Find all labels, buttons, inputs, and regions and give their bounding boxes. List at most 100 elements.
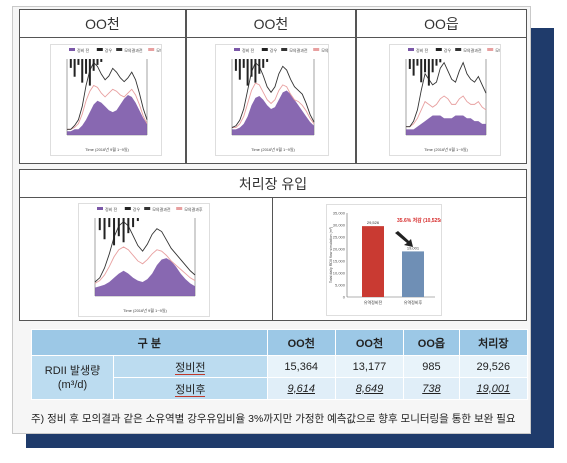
bar bbox=[362, 226, 384, 297]
cell-value: 13,177 bbox=[334, 355, 405, 378]
x-axis-label: Time (2016년 9월 1~9일) bbox=[424, 146, 468, 152]
rain-bar bbox=[127, 218, 130, 234]
cell-value: 738 bbox=[403, 377, 460, 400]
rain-bar bbox=[103, 218, 106, 240]
cell-value: 9,614 bbox=[266, 377, 336, 400]
header-col-1: OO천 bbox=[266, 329, 336, 356]
legend-entry: 모의결과후 bbox=[156, 47, 161, 53]
rain-bar bbox=[246, 59, 249, 86]
rain-bar bbox=[132, 218, 135, 228]
rain-bar bbox=[98, 218, 101, 231]
legend-entry: 모의결과전 bbox=[463, 47, 482, 53]
rain-bar bbox=[427, 59, 430, 86]
rain-bar bbox=[85, 59, 88, 74]
panel-basin-1: OO천 정비 전 강우 모의결과전 모의결과후 Time (2016년 9월 1~9일) bbox=[19, 9, 186, 164]
y-tick-label: 10,000 bbox=[333, 271, 346, 276]
series-line-after bbox=[94, 246, 196, 284]
row-label-before: 정비전 bbox=[113, 355, 268, 378]
hydrograph-chart-2: 정비 전 강우 모의결과전 모의결과후 Time (2016년 9월 1~9일) bbox=[215, 44, 329, 156]
panel-treatment-inflow: 처리장 유입 정비 전 강우 모의결과전 모의결과후 Time (2016년 9월 1~… bbox=[19, 169, 527, 321]
legend-entry: 모의결과후 bbox=[184, 206, 203, 212]
rain-bar bbox=[266, 59, 269, 62]
legend-swatch bbox=[69, 48, 75, 51]
hydrograph-chart-treatment: 정비 전 강우 모의결과전 모의결과후 Time (2016년 9월 1~9일) bbox=[78, 203, 210, 317]
legend-swatch bbox=[234, 48, 240, 51]
panel-basin-2: OO천 정비 전 강우 모의결과전 모의결과후 Time (2016년 9월 1~9일) bbox=[186, 9, 356, 164]
legend-swatch bbox=[281, 48, 288, 51]
rain-bar bbox=[439, 59, 442, 63]
rain-bar bbox=[416, 59, 419, 66]
rain-bar bbox=[73, 59, 76, 77]
cell-value: 15,364 bbox=[266, 355, 336, 378]
rain-bar bbox=[250, 59, 253, 77]
series-line-after bbox=[67, 84, 148, 130]
legend-swatch bbox=[116, 48, 123, 51]
row-label-main: RDII 발생량 bbox=[44, 364, 101, 377]
legend-entry: 강우 bbox=[444, 47, 452, 53]
header-category: 구 분 bbox=[31, 329, 268, 356]
x-axis-label: Time (2016년 9월 1~9일) bbox=[251, 146, 295, 152]
rain-bar bbox=[420, 59, 423, 83]
row-label-after: 정비후 bbox=[113, 377, 268, 400]
series-line-after bbox=[232, 82, 315, 129]
rain-bar bbox=[408, 59, 411, 69]
bar-data-label: 19,001 bbox=[407, 245, 420, 250]
rain-bar bbox=[234, 59, 237, 71]
rain-bar bbox=[238, 59, 241, 80]
legend-entry: 강우 bbox=[270, 47, 278, 53]
cell-value: 985 bbox=[403, 355, 460, 378]
cell-value-text: 8,649 bbox=[355, 382, 384, 395]
legend-swatch bbox=[408, 48, 414, 51]
rain-bar bbox=[431, 59, 434, 73]
legend-swatch bbox=[96, 48, 103, 51]
bar bbox=[402, 251, 424, 297]
cell-value-text: 9,614 bbox=[287, 382, 315, 395]
rain-bar bbox=[113, 218, 116, 246]
y-tick-label: 0 bbox=[343, 295, 346, 300]
header-col-3: OO읍 bbox=[403, 329, 460, 356]
header-col-2: OO천 bbox=[334, 329, 405, 356]
series-line-sim bbox=[406, 61, 487, 128]
rain-bar bbox=[258, 59, 261, 74]
y-tick-label: 20,000 bbox=[333, 247, 346, 252]
legend-swatch bbox=[124, 207, 131, 210]
rain-bar bbox=[262, 59, 265, 68]
panel-title: OO천 bbox=[187, 10, 355, 38]
table-row: RDII 발생량 (m³/d) 정비전 15,364 13,177 985 29… bbox=[31, 355, 529, 400]
rain-bar bbox=[412, 59, 415, 76]
legend-entry: 모의결과전 bbox=[152, 206, 171, 212]
footnote: 주) 정비 후 모의결과 같은 소유역별 강우유입비율 3%까지만 가정한 예측… bbox=[31, 413, 516, 425]
cell-value-text: 738 bbox=[422, 382, 441, 395]
row-label-text: 정비후 bbox=[175, 383, 206, 397]
cell-value-text: 19,001 bbox=[476, 382, 511, 395]
x-axis-label: Time (2016년 9월 1~9일) bbox=[85, 146, 129, 152]
legend-entry: 정비 전 bbox=[105, 206, 117, 212]
x-tick-label: 유역정비전 bbox=[364, 299, 383, 305]
series-area-before bbox=[406, 115, 486, 135]
annotation-label: 35.6% 저감 (10,525m³) bbox=[397, 217, 441, 224]
legend-entry: 정비 전 bbox=[416, 47, 428, 53]
rain-bar bbox=[117, 218, 120, 237]
legend-entry: 정비 전 bbox=[242, 47, 254, 53]
legend-swatch bbox=[148, 48, 155, 51]
cell-value: 8,649 bbox=[334, 377, 405, 400]
rain-bar bbox=[136, 218, 139, 222]
rdii-bar-chart: 0 5,000 10,000 15,000 20,000 25,000 30,000 35,0… bbox=[326, 204, 442, 316]
chart-legend: 정비 전 강우 모의결과전 모의결과후 bbox=[69, 47, 161, 53]
legend-entry: 모의결과후 bbox=[321, 47, 328, 53]
rain-bar bbox=[92, 59, 95, 71]
series-line-after bbox=[406, 95, 487, 128]
chart-legend: 정비 전 강우 모의결과전 모의결과후 bbox=[234, 47, 328, 53]
legend-entry: 강우 bbox=[105, 47, 113, 53]
chart-legend: 정비 전 강우 모의결과전 모의결과후 bbox=[408, 47, 500, 53]
y-axis-label: Total daily RDII flow simulation (m³) bbox=[329, 227, 333, 283]
panel-title: OO천 bbox=[20, 10, 185, 38]
row-group-label: RDII 발생량 (m³/d) bbox=[31, 355, 114, 400]
header-col-4: 처리장 bbox=[458, 329, 529, 356]
legend-entry: 모의결과전 bbox=[124, 47, 143, 53]
rain-bar bbox=[254, 59, 257, 83]
legend-entry: 정비 전 bbox=[77, 47, 89, 53]
table-header-row: 구 분 OO천 OO천 OO읍 처리장 bbox=[31, 329, 529, 356]
y-tick-label: 30,000 bbox=[333, 223, 346, 228]
series-area-before bbox=[67, 95, 147, 135]
